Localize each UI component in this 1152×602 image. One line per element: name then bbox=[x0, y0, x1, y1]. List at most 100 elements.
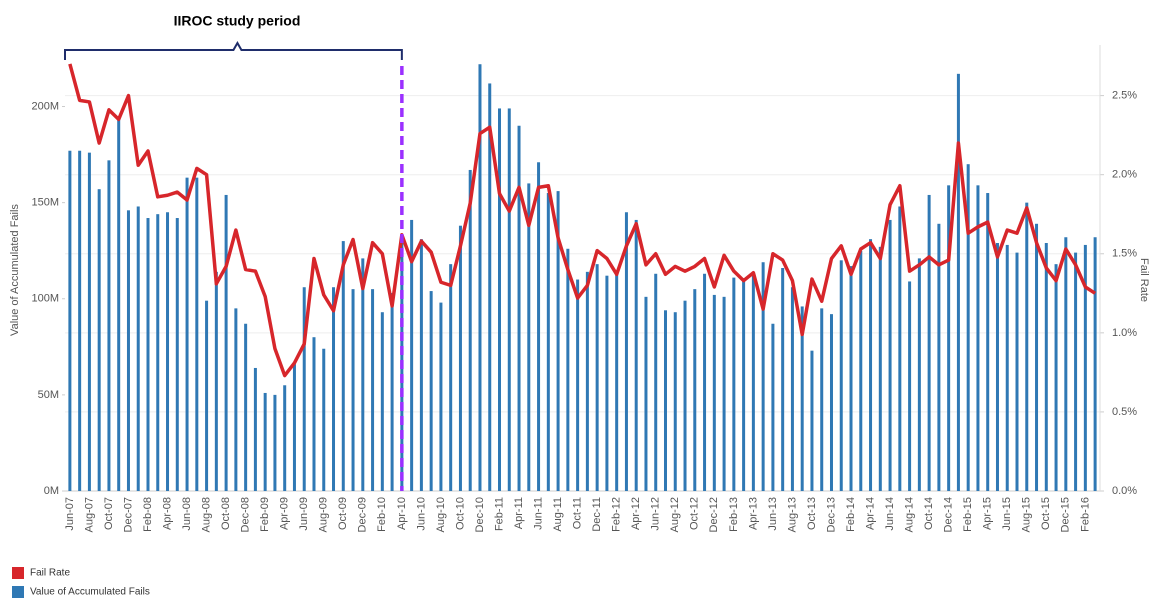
x-tick-label: Apr-14 bbox=[864, 497, 876, 530]
bar bbox=[1005, 244, 1009, 491]
bar bbox=[878, 246, 882, 491]
x-tick-label: Oct-10 bbox=[454, 497, 466, 530]
bar bbox=[634, 219, 638, 492]
x-tick-label: Oct-07 bbox=[103, 497, 115, 530]
bar bbox=[1025, 202, 1029, 491]
bar bbox=[214, 271, 218, 491]
bar bbox=[97, 189, 101, 491]
y2-tick-label: 0.0% bbox=[1112, 485, 1137, 497]
bar bbox=[898, 206, 902, 491]
bar bbox=[956, 73, 960, 491]
bar bbox=[292, 364, 296, 491]
bar bbox=[947, 185, 951, 491]
bar bbox=[654, 273, 658, 491]
bar bbox=[439, 302, 443, 491]
y-tick-label: 50M bbox=[38, 389, 59, 401]
bar bbox=[1093, 237, 1097, 491]
y-axis-label: Value of Accumulated Fails bbox=[9, 204, 21, 336]
bar bbox=[839, 260, 843, 491]
x-tick-label: Feb-12 bbox=[611, 497, 623, 532]
x-tick-label: Dec-14 bbox=[943, 497, 955, 532]
bar bbox=[117, 118, 121, 491]
bar bbox=[468, 169, 472, 491]
x-tick-label: Oct-11 bbox=[572, 497, 584, 529]
bar bbox=[585, 271, 589, 491]
x-tick-label: Feb-14 bbox=[845, 497, 857, 532]
bar bbox=[966, 164, 970, 492]
x-tick-label: Feb-09 bbox=[259, 497, 271, 532]
bracket bbox=[64, 40, 403, 60]
bar bbox=[790, 287, 794, 491]
bar bbox=[498, 108, 502, 492]
bar bbox=[361, 258, 365, 491]
bar bbox=[126, 210, 130, 492]
x-tick-label: Oct-12 bbox=[689, 497, 701, 530]
bar bbox=[546, 193, 550, 491]
x-tick-label: Apr-09 bbox=[279, 497, 291, 530]
x-tick-label: Aug-12 bbox=[669, 497, 681, 532]
x-tick-label: Oct-15 bbox=[1040, 497, 1052, 530]
legend-swatch bbox=[12, 567, 24, 579]
legend-swatch bbox=[12, 586, 24, 598]
bar bbox=[683, 300, 687, 491]
x-tick-label: Oct-13 bbox=[806, 497, 818, 530]
bar bbox=[273, 394, 277, 491]
bar bbox=[1054, 264, 1058, 491]
x-tick-label: Jun-09 bbox=[298, 497, 310, 531]
x-tick-label: Jun-07 bbox=[64, 497, 76, 531]
bar bbox=[87, 152, 91, 492]
x-tick-label: Oct-09 bbox=[337, 497, 349, 530]
bar bbox=[527, 183, 531, 491]
bar bbox=[156, 214, 160, 491]
bar bbox=[224, 194, 228, 491]
bar bbox=[771, 323, 775, 491]
x-tick-label: Aug-11 bbox=[552, 497, 564, 532]
x-tick-label: Aug-15 bbox=[1021, 497, 1033, 532]
bar bbox=[185, 177, 189, 491]
bar bbox=[371, 289, 375, 491]
bar bbox=[859, 250, 863, 491]
bar bbox=[605, 275, 609, 491]
bar bbox=[761, 262, 765, 491]
bar bbox=[68, 150, 72, 491]
bar bbox=[302, 287, 306, 491]
bar bbox=[244, 323, 248, 491]
bar bbox=[312, 337, 316, 491]
y-tick-label: 150M bbox=[31, 197, 59, 209]
bar bbox=[1015, 252, 1019, 491]
bar bbox=[449, 264, 453, 491]
y2-tick-label: 0.5% bbox=[1112, 406, 1137, 418]
bar bbox=[419, 239, 423, 491]
x-tick-label: Aug-09 bbox=[318, 497, 330, 532]
bar bbox=[205, 300, 209, 491]
bar bbox=[849, 266, 853, 491]
bar bbox=[175, 218, 179, 491]
y-tick-label: 0M bbox=[44, 485, 59, 497]
x-tick-label: Dec-10 bbox=[474, 497, 486, 532]
bar bbox=[390, 292, 394, 491]
bar bbox=[1074, 252, 1078, 491]
legend-label: Value of Accumulated Fails bbox=[30, 587, 150, 598]
bar bbox=[663, 310, 667, 491]
bar bbox=[507, 108, 511, 492]
bar bbox=[458, 225, 462, 491]
bar bbox=[566, 248, 570, 491]
x-tick-label: Jun-12 bbox=[650, 497, 662, 531]
bar bbox=[615, 271, 619, 491]
bar bbox=[908, 281, 912, 491]
x-tick-label: Jun-10 bbox=[415, 497, 427, 531]
y2-tick-label: 2.5% bbox=[1112, 90, 1137, 102]
bar bbox=[624, 212, 628, 491]
x-tick-label: Apr-08 bbox=[161, 497, 173, 530]
bar bbox=[937, 223, 941, 491]
y-tick-label: 100M bbox=[31, 293, 59, 305]
x-tick-label: Apr-12 bbox=[630, 497, 642, 530]
x-tick-label: Dec-08 bbox=[240, 497, 252, 532]
x-tick-label: Jun-08 bbox=[181, 497, 193, 531]
bar bbox=[195, 177, 199, 491]
bar bbox=[781, 268, 785, 491]
x-tick-label: Dec-15 bbox=[1060, 497, 1072, 532]
x-tick-label: Oct-08 bbox=[220, 497, 232, 530]
bar bbox=[976, 185, 980, 491]
